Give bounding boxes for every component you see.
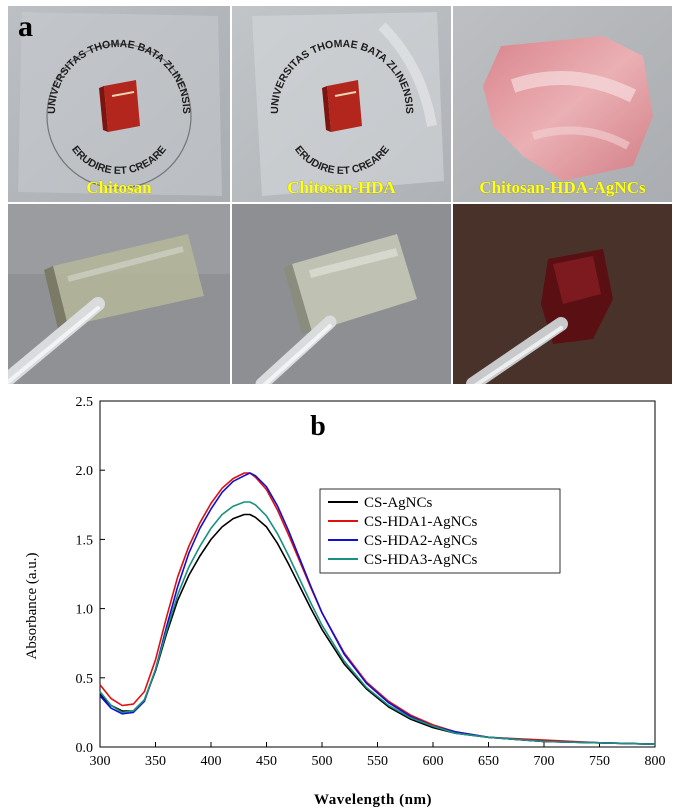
y-tick-label: 2.0 xyxy=(76,464,94,479)
panel-a-letter: a xyxy=(18,10,33,43)
x-tick-label: 350 xyxy=(145,754,166,769)
photo-panel: UNIVERSITAS THOMAE BATA ZLINENSIS ERUDIR… xyxy=(8,6,672,384)
x-tick-label: 650 xyxy=(478,754,499,769)
photo-chitosan-hda-agncs-rolled xyxy=(453,204,672,384)
x-tick-label: 800 xyxy=(645,754,666,769)
book-logo xyxy=(322,80,362,132)
plot-frame xyxy=(99,400,656,748)
photo-chitosan-hda-rolled xyxy=(232,204,451,384)
plot-area xyxy=(99,400,656,748)
x-axis: 300 350 400 450 500 550 600 650 700 750 800 xyxy=(90,742,666,769)
photo-chitosan-hda-flat: UNIVERSITAS THOMAE BATA ZLINENSIS ERUDIR… xyxy=(232,6,451,202)
x-tick-label: 600 xyxy=(423,754,444,769)
book-logo xyxy=(99,80,140,132)
series-line-cs-hda3-agncs xyxy=(99,501,656,745)
x-tick-label: 750 xyxy=(589,754,610,769)
y-axis-label: Absorbance (a.u.) xyxy=(24,552,40,659)
x-tick-label: 500 xyxy=(312,754,333,769)
x-tick-label: 450 xyxy=(256,754,277,769)
legend-box xyxy=(319,488,561,574)
legend-label: CS-HDA1-AgNCs xyxy=(364,514,478,530)
legend-label: CS-AgNCs xyxy=(364,495,433,511)
panel-b-letter: b xyxy=(310,411,326,442)
y-tick-label: 2.5 xyxy=(76,395,94,410)
x-tick-label: 550 xyxy=(367,754,388,769)
label-chitosan: Chitosan xyxy=(86,178,152,197)
legend-label: CS-HDA3-AgNCs xyxy=(364,552,478,568)
x-tick-label: 300 xyxy=(90,754,111,769)
legend: CS-AgNCs CS-HDA1-AgNCs CS-HDA2-AgNCs CS-HDA… xyxy=(319,488,561,574)
label-chitosan-hda-agncs: Chitosan-HDA-AgNCs xyxy=(479,178,646,197)
y-tick-label: 0.0 xyxy=(76,741,94,756)
photo-chitosan-rolled xyxy=(8,204,230,384)
y-tick-label: 0.5 xyxy=(76,672,94,687)
photo-chitosan-flat: UNIVERSITAS THOMAE BATA ZLINENSIS ERUDIR… xyxy=(8,6,230,202)
y-tick-label: 1.0 xyxy=(76,603,94,618)
series-line-cs-hda1-agncs xyxy=(99,472,656,745)
absorbance-chart: 300 350 400 450 500 550 600 650 700 750 800 0.0 0.5… xyxy=(24,395,666,808)
legend-label: CS-HDA2-AgNCs xyxy=(364,533,478,549)
y-axis: 0.0 0.5 1.0 1.5 2.0 2.5 xyxy=(76,395,105,756)
x-axis-label: Wavelength (nm) xyxy=(314,792,432,808)
x-tick-label: 700 xyxy=(534,754,555,769)
label-chitosan-hda: Chitosan-HDA xyxy=(287,178,396,197)
series-lines xyxy=(99,472,656,745)
y-tick-label: 1.5 xyxy=(76,533,94,548)
photo-chitosan-hda-agncs-flat: Chitosan-HDA-AgNCs xyxy=(453,6,672,202)
x-tick-label: 400 xyxy=(201,754,222,769)
